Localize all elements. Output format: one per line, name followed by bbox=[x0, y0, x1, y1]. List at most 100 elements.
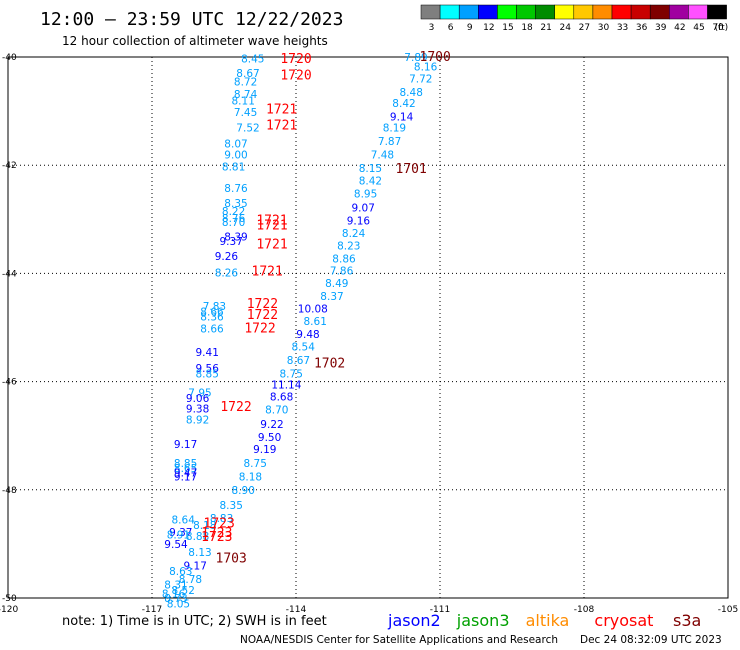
axis-ticks: -120 -117 -114 -111 -108 -105 -40 -42 -44 -46 -48 -… bbox=[0, 53, 738, 615]
time-label: 1721 bbox=[252, 265, 283, 280]
legend-swatch bbox=[611, 4, 632, 20]
wave-height-label: 8.74 bbox=[234, 89, 258, 101]
wave-height-label: 9.50 bbox=[258, 432, 281, 444]
wave-height-label: 9.37 bbox=[169, 527, 192, 539]
x-tick-label: -114 bbox=[286, 605, 307, 615]
wave-height-label: 9.19 bbox=[253, 444, 276, 456]
wave-height-label: 8.92 bbox=[186, 414, 209, 426]
wave-height-label: 7.86 bbox=[330, 266, 354, 278]
time-label: 1700 bbox=[420, 50, 451, 65]
time-label: 1722 bbox=[247, 297, 278, 312]
wave-height-label: 8.86 bbox=[332, 253, 356, 265]
wave-height-label: 8.15 bbox=[359, 163, 382, 175]
legend-swatch bbox=[554, 4, 575, 20]
wave-height-label: 9.00 bbox=[224, 149, 247, 161]
wave-height-label: 9.56 bbox=[196, 363, 220, 375]
time-label: 1721 bbox=[256, 213, 287, 228]
wave-height-label: 7.87 bbox=[378, 136, 401, 148]
legend-label: 3 bbox=[429, 23, 435, 33]
wave-height-label: 9.17 bbox=[174, 471, 197, 483]
wave-height-label: 8.85 bbox=[196, 368, 219, 380]
wave-height-label: 8.75 bbox=[280, 368, 303, 380]
wave-height-label: 8.18 bbox=[239, 471, 262, 483]
wave-height-label: 9.17 bbox=[184, 561, 207, 573]
wave-height-label: 8.95 bbox=[354, 188, 377, 200]
wave-height-label: 10.08 bbox=[298, 304, 328, 316]
wave-height-label: 8.37 bbox=[320, 291, 343, 303]
wave-height-label: 8.45 bbox=[241, 54, 264, 66]
wave-height-label: 8.52 bbox=[172, 585, 195, 597]
legend-swatch bbox=[439, 4, 460, 20]
wave-height-label: 8.39 bbox=[224, 232, 247, 244]
wave-height-label: 9.37 bbox=[220, 236, 243, 248]
grid-lines bbox=[8, 57, 728, 598]
legend-swatch bbox=[458, 4, 479, 20]
wave-height-label: 8.75 bbox=[244, 458, 267, 470]
wave-height-label: 8.24 bbox=[342, 228, 366, 240]
wave-height-label: 9.07 bbox=[352, 202, 375, 214]
wave-height-label: 8.63 bbox=[169, 566, 192, 578]
legend-label: 6 bbox=[448, 23, 454, 33]
wave-height-label: 7.83 bbox=[203, 301, 226, 313]
legend-label: 42 bbox=[674, 23, 685, 33]
satellite-label: cryosat bbox=[594, 611, 653, 630]
time-label: 1723 bbox=[201, 530, 232, 545]
wave-height-label: 9.14 bbox=[390, 112, 414, 124]
color-legend: 3 6 9 12 15 18 21 24 27 30 33 36 39 42 45 70(ft) bbox=[420, 4, 729, 33]
y-tick-label: -46 bbox=[2, 378, 17, 388]
time-label: 1721 bbox=[256, 219, 287, 234]
legend-swatch bbox=[497, 4, 517, 20]
wave-height-label: 8.76 bbox=[224, 183, 248, 195]
footer-credit: NOAA/NESDIS Center for Satellite Applica… bbox=[240, 634, 558, 646]
wave-height-label: 8.11 bbox=[232, 95, 255, 107]
legend-label: 70 bbox=[712, 23, 724, 33]
time-labels: 1700172017201721172117011721172117211721… bbox=[201, 50, 451, 567]
wave-height-label: 8.91 bbox=[167, 530, 190, 542]
legend-unit: (ft) bbox=[715, 23, 729, 33]
wave-height-label: 7.95 bbox=[188, 387, 211, 399]
wave-height-label: 8.26 bbox=[215, 267, 239, 279]
wave-height-label: 8.70 bbox=[222, 217, 245, 229]
wave-height-label: 9.38 bbox=[186, 404, 209, 416]
wave-height-label: 8.72 bbox=[234, 76, 257, 88]
wave-height-label: 9.22 bbox=[260, 419, 283, 431]
satellite-label: jason3 bbox=[456, 611, 510, 630]
wave-height-label: 8.90 bbox=[232, 485, 255, 497]
data-points: 7.898.167.728.488.429.148.197.877.488.15… bbox=[162, 52, 438, 610]
x-tick-label: -108 bbox=[574, 605, 595, 615]
wave-height-label: 8.42 bbox=[392, 98, 415, 110]
y-tick-label: -40 bbox=[2, 53, 17, 63]
legend-label: 30 bbox=[598, 23, 610, 33]
time-label: 1723 bbox=[204, 516, 235, 531]
wave-height-label: 8.64 bbox=[172, 515, 196, 527]
wave-height-label: 8.18 bbox=[193, 520, 216, 532]
wave-height-label: 8.42 bbox=[359, 175, 382, 187]
wave-height-label: 7.45 bbox=[234, 107, 257, 119]
x-tick-label: -105 bbox=[718, 605, 738, 615]
plot-area bbox=[7, 56, 729, 599]
wave-height-label: 8.85 bbox=[174, 458, 197, 470]
legend-swatch bbox=[516, 4, 536, 20]
legend-swatch bbox=[688, 4, 708, 20]
chart-subtitle: 12 hour collection of altimeter wave hei… bbox=[62, 34, 328, 48]
wave-height-label: 8.83 bbox=[210, 513, 233, 525]
wave-height-label: 8.67 bbox=[287, 355, 310, 367]
wave-height-label: 8.22 bbox=[222, 206, 245, 218]
wave-height-label: 8.35 bbox=[224, 198, 247, 210]
wave-height-label: 8.49 bbox=[325, 278, 348, 290]
satellite-label: jason2 bbox=[387, 611, 441, 630]
wave-height-label: 8.66 bbox=[200, 306, 224, 318]
time-label: 1720 bbox=[280, 52, 311, 67]
wave-height-label: 7.89 bbox=[404, 52, 427, 64]
wave-height-label: 8.88 bbox=[186, 531, 209, 543]
time-label: 1721 bbox=[256, 238, 287, 253]
wave-height-label: 8.66 bbox=[200, 324, 224, 336]
legend-label: 27 bbox=[579, 23, 590, 33]
wave-height-label: 8.73 bbox=[164, 593, 187, 605]
legend-swatch bbox=[669, 4, 689, 20]
y-tick-label: -44 bbox=[2, 269, 17, 279]
legend-swatch bbox=[478, 4, 498, 20]
x-tick-label: -111 bbox=[430, 605, 450, 615]
time-label: 1702 bbox=[314, 357, 345, 372]
